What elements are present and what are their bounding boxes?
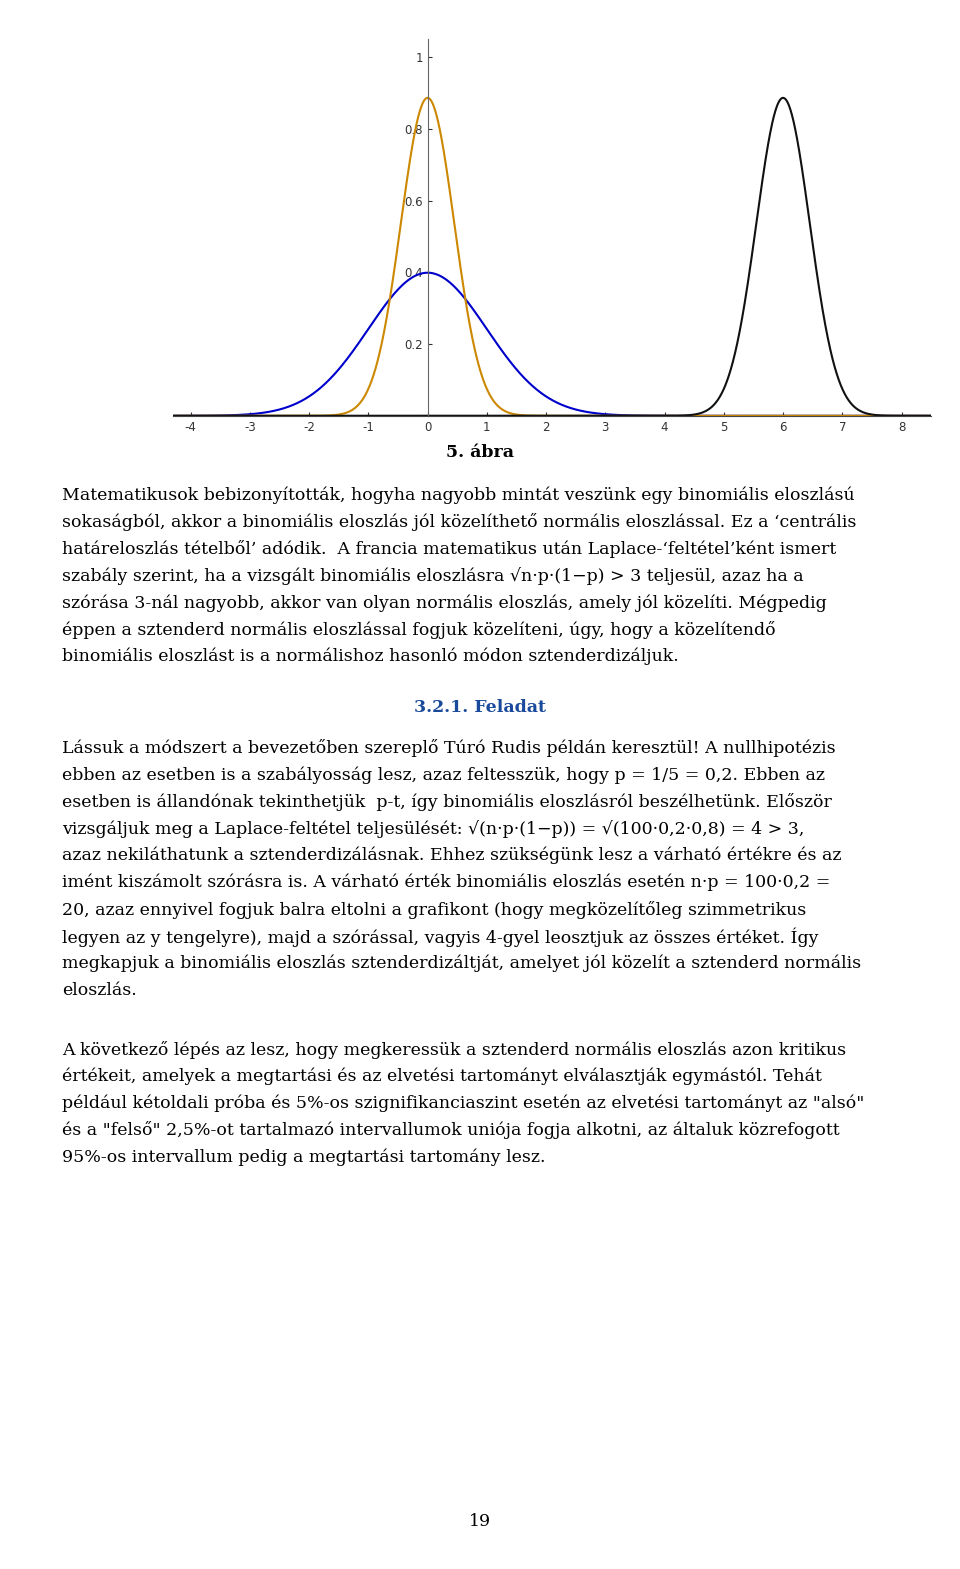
Text: eloszlás.: eloszlás. xyxy=(62,982,137,998)
Text: legyen az y tengelyre), majd a szórással, vagyis 4-gyel leosztjuk az összes érté: legyen az y tengelyre), majd a szórással… xyxy=(62,927,819,948)
Text: például kétoldali próba és 5%-os szignifikanciaszint esetén az elvetési tartomán: például kétoldali próba és 5%-os szignif… xyxy=(62,1095,865,1112)
Text: 5. ábra: 5. ábra xyxy=(446,444,514,461)
Text: azaz nekiláthatunk a sztenderdizálásnak. Ehhez szükségünk lesz a várható értékre: azaz nekiláthatunk a sztenderdizálásnak.… xyxy=(62,847,842,865)
Text: vizsgáljuk meg a Laplace-feltétel teljesülését: √(n·p·(1−p)) = √(100·0,2·0,8) = : vizsgáljuk meg a Laplace-feltétel teljes… xyxy=(62,821,804,838)
Text: binomiális eloszlást is a normálishoz hasonló módon sztenderdizáljuk.: binomiális eloszlást is a normálishoz ha… xyxy=(62,648,679,665)
Text: 3.2.1. Feladat: 3.2.1. Feladat xyxy=(414,698,546,715)
Text: A következő lépés az lesz, hogy megkeressük a sztenderd normális eloszlás azon k: A következő lépés az lesz, hogy megkeres… xyxy=(62,1040,847,1059)
Text: Lássuk a módszert a bevezetőben szereplő Túró Rudis példán keresztül! A nullhipo: Lássuk a módszert a bevezetőben szereplő… xyxy=(62,739,836,758)
Text: szabály szerint, ha a vizsgált binomiális eloszlásra √n·p·(1−p) > 3 teljesül, az: szabály szerint, ha a vizsgált binomiáli… xyxy=(62,566,804,585)
Text: 19: 19 xyxy=(468,1513,492,1530)
Text: megkapjuk a binomiális eloszlás sztenderdizáltját, amelyet jól közelít a sztende: megkapjuk a binomiális eloszlás sztender… xyxy=(62,954,861,973)
Text: esetben is állandónak tekinthetjük  p-t, így binomiális eloszlásról beszélhetünk: esetben is állandónak tekinthetjük p-t, … xyxy=(62,794,832,811)
Text: 95%-os intervallum pedig a megtartási tartomány lesz.: 95%-os intervallum pedig a megtartási ta… xyxy=(62,1149,546,1166)
Text: értékeit, amelyek a megtartási és az elvetési tartományt elválasztják egymástól.: értékeit, amelyek a megtartási és az elv… xyxy=(62,1067,823,1086)
Text: imént kiszámolt szórásra is. A várható érték binomiális eloszlás esetén n·p = 10: imént kiszámolt szórásra is. A várható é… xyxy=(62,874,830,891)
Text: éppen a sztenderd normális eloszlással fogjuk közelíteni, úgy, hogy a közelítend: éppen a sztenderd normális eloszlással f… xyxy=(62,621,776,639)
Text: 20, azaz ennyivel fogjuk balra eltolni a grafikont (hogy megközelítőleg szimmetr: 20, azaz ennyivel fogjuk balra eltolni a… xyxy=(62,901,806,919)
Text: határeloszlás tételből’ adódik.  A francia matematikus után Laplace-‘feltétel’ké: határeloszlás tételből’ adódik. A franci… xyxy=(62,540,837,559)
Text: sokaságból, akkor a binomiális eloszlás jól közelíthető normális eloszlással. Ez: sokaságból, akkor a binomiális eloszlás … xyxy=(62,513,856,532)
Text: Matematikusok bebizonyították, hogyha nagyobb mintát veszünk egy binomiális elos: Matematikusok bebizonyították, hogyha na… xyxy=(62,486,855,504)
Text: ebben az esetben is a szabályosság lesz, azaz feltesszük, hogy p = 1/5 = 0,2. Eb: ebben az esetben is a szabályosság lesz,… xyxy=(62,766,826,784)
Text: és a "felső" 2,5%-ot tartalmazó intervallumok uniója fogja alkotni, az általuk k: és a "felső" 2,5%-ot tartalmazó interval… xyxy=(62,1122,840,1139)
Text: szórása 3-nál nagyobb, akkor van olyan normális eloszlás, amely jól közelíti. Mé: szórása 3-nál nagyobb, akkor van olyan n… xyxy=(62,595,828,612)
